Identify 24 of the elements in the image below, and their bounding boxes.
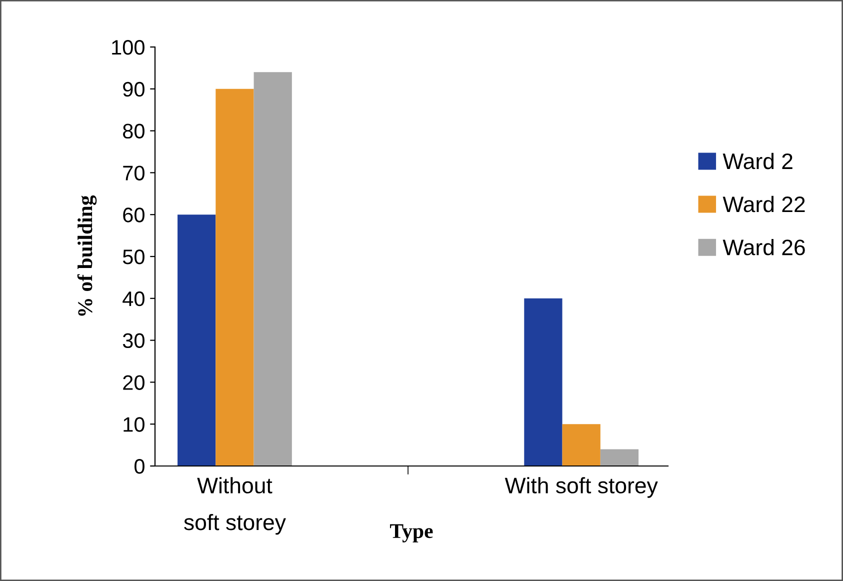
bar [562, 424, 600, 466]
legend-label: Ward 22 [722, 196, 805, 212]
bar [216, 88, 254, 466]
y-tick-label: 100 [112, 40, 144, 55]
y-tick-label: 70 [123, 166, 144, 180]
legend-label: Ward 26 [722, 238, 805, 256]
x-axis-title: Type [390, 524, 433, 542]
bar [600, 449, 639, 466]
legend-label: Ward 2 [722, 152, 792, 170]
bar [178, 214, 216, 466]
bar [254, 72, 292, 466]
y-axis-title: % of building [77, 195, 97, 316]
x-tick-label: With soft storey [504, 477, 658, 498]
x-tick-label: Without soft storey [184, 477, 286, 535]
y-tick-label: 60 [123, 208, 144, 222]
y-tick-label: 20 [123, 375, 144, 390]
y-tick-label: 80 [123, 124, 144, 139]
y-tick-label: 40 [122, 291, 144, 306]
y-tick-label: 50 [122, 250, 144, 264]
y-tick-label: 0 [134, 459, 144, 474]
bar [524, 298, 562, 466]
y-tick-label: 10 [124, 417, 144, 432]
y-tick-label: 30 [122, 333, 144, 348]
y-tick-label: 90 [123, 82, 144, 97]
